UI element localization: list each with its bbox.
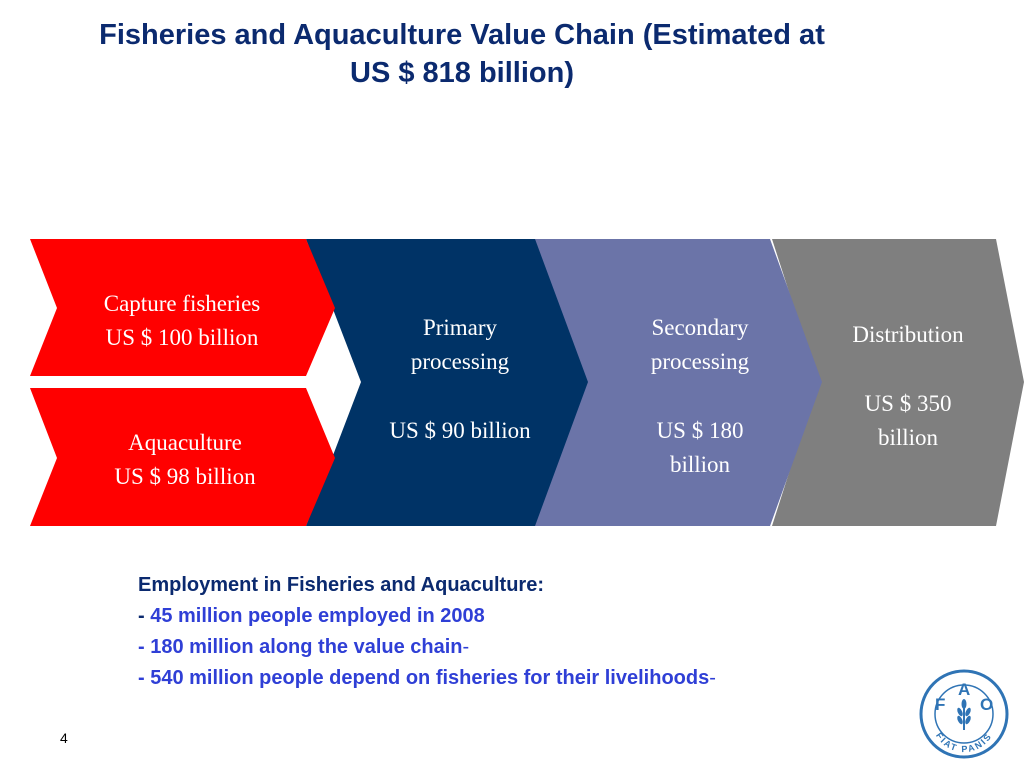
distribution-label: Distribution [852,322,964,347]
slide-title: Fisheries and Aquaculture Value Chain (E… [0,16,924,92]
aquaculture-value: US $ 98 billion [114,464,256,489]
capture-fisheries-stage: Capture fisheries US $ 100 billion [30,239,335,376]
primary-processing-label-line2: processing [411,349,510,374]
capture-fisheries-chevron [30,239,335,376]
aquaculture-chevron [30,388,335,526]
distribution-value-line1: US $ 350 [865,391,952,416]
primary-processing-chevron [306,239,588,526]
aquaculture-label: Aquaculture [128,430,242,455]
employment-bullet-3-text: - 540 million people depend on fisheries… [138,667,710,689]
distribution-chevron [772,239,1024,526]
slide-title-line1: Fisheries and Aquaculture Value Chain (E… [99,19,825,51]
page-number: 4 [60,730,68,746]
fao-logo-outer-ring [919,669,1009,759]
secondary-processing-label-line1: Secondary [651,315,749,340]
primary-processing-value: US $ 90 billion [389,418,531,443]
slide-title-line2: US $ 818 billion) [350,57,574,89]
distribution-value-line2: billion [878,425,939,450]
employment-bullet-2-text: - 180 million along the value chain [138,636,463,658]
capture-fisheries-value: US $ 100 billion [106,325,259,350]
aquaculture-stage: Aquaculture US $ 98 billion [30,388,335,526]
capture-fisheries-label: Capture fisheries [104,291,261,316]
secondary-processing-label-line2: processing [651,349,750,374]
secondary-processing-value-line2: billion [670,452,731,477]
fao-logo-letter-o: O [980,695,993,714]
employment-bullet-1-dash: - [138,605,151,627]
secondary-processing-chevron [533,239,822,526]
employment-summary: Employment in Fisheries and Aquaculture:… [138,570,938,694]
secondary-processing-value-line1: US $ 180 [657,418,744,443]
employment-bullet-2: - 180 million along the value chain- [138,632,938,663]
value-chain-diagram: Distribution US $ 350 billion Secondary … [30,239,1024,526]
wheat-icon [957,699,971,730]
distribution-stage: Distribution US $ 350 billion [772,239,1024,526]
fao-logo-letter-a: A [958,680,970,699]
employment-bullet-1: - 45 million people employed in 2008 [138,601,938,632]
employment-heading: Employment in Fisheries and Aquaculture: [138,574,544,596]
primary-processing-stage: Primary processing US $ 90 billion [306,239,588,526]
fao-logo-inner-ring [934,684,994,744]
fao-logo-icon: F A O FIAT PANIS [919,669,1009,759]
fao-logo-letter-f: F [935,695,945,714]
secondary-processing-stage: Secondary processing US $ 180 billion [533,239,822,526]
primary-processing-label-line1: Primary [423,315,498,340]
employment-bullet-2-suffix: - [462,636,470,658]
employment-bullet-3: - 540 million people depend on fisheries… [138,663,938,694]
employment-bullet-1-text: 45 million people employed in 2008 [150,605,485,627]
employment-bullet-3-suffix: - [709,667,716,689]
